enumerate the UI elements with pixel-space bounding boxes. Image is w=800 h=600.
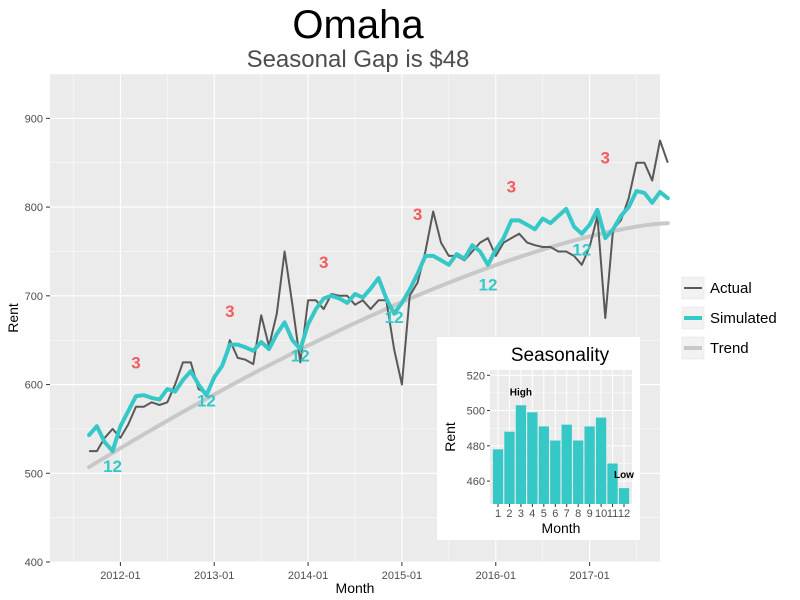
series-line-trend — [87, 221, 670, 470]
trough-label: 12 — [572, 241, 591, 260]
chart-title: Omaha — [292, 3, 424, 47]
peak-label: 3 — [225, 302, 234, 321]
inset-bar — [504, 431, 515, 504]
legend: Actual Simulated Trend — [681, 276, 777, 360]
trough-label: 12 — [197, 392, 216, 411]
inset-y-tick-label: 480 — [467, 441, 485, 453]
chart-subtitle: Seasonal Gap is $48 — [247, 46, 470, 73]
trough-label: 12 — [291, 346, 310, 365]
inset-x-tick-label: 7 — [564, 508, 570, 520]
inset-y-tick-label: 520 — [467, 370, 485, 382]
inset-bar-label: Low — [614, 470, 634, 481]
inset-x-tick-label: 6 — [552, 508, 558, 520]
inset-y-axis-ticks: 460 480 500 520 — [467, 370, 490, 488]
peak-label: 3 — [319, 253, 328, 272]
series-line-actual — [89, 139, 669, 453]
x-axis-label: Month — [336, 580, 375, 596]
x-axis-ticks: 2012-01 2013-01 2014-01 2015-01 2016-01 2017-… — [100, 562, 610, 582]
inset-bar — [607, 463, 618, 504]
inset-x-tick-label: 10 — [595, 508, 607, 520]
legend-label: Trend — [710, 340, 749, 357]
inset-x-tick-label: 9 — [587, 508, 593, 520]
y-tick-label: 900 — [25, 113, 43, 125]
trough-label: 12 — [385, 308, 404, 327]
inset-x-axis-ticks: 1 2 3 4 5 6 7 8 9 10 11 12 — [495, 504, 630, 520]
inset-bar — [584, 426, 595, 504]
inset-bar — [595, 417, 607, 504]
series-lines — [87, 139, 670, 470]
y-tick-label: 400 — [25, 557, 43, 569]
inset-bar-labels: High Low — [510, 387, 634, 481]
inset-bar — [538, 426, 549, 504]
inset-x-tick-label: 8 — [575, 508, 581, 520]
x-tick-label: 2014-01 — [288, 570, 328, 582]
y-axis-label: Rent — [5, 303, 21, 333]
legend-label: Simulated — [710, 310, 777, 327]
legend-label: Actual — [710, 280, 752, 297]
peak-label: 3 — [507, 178, 516, 197]
inset-bars — [492, 405, 630, 504]
inset-bar — [492, 449, 504, 504]
y-tick-label: 500 — [25, 468, 43, 480]
x-tick-label: 2016-01 — [476, 570, 516, 582]
inset-y-tick-label: 460 — [467, 476, 485, 488]
x-tick-label: 2017-01 — [569, 570, 609, 582]
y-tick-label: 700 — [25, 291, 43, 303]
peak-label: 3 — [131, 353, 140, 372]
y-tick-label: 600 — [25, 380, 43, 392]
inset-x-tick-label: 3 — [518, 508, 524, 520]
peak-label: 3 — [601, 148, 610, 167]
trough-label: 12 — [103, 457, 122, 476]
inset-y-tick-label: 500 — [467, 406, 485, 418]
y-tick-label: 800 — [25, 202, 43, 214]
y-axis-ticks: 400 500 600 700 800 900 — [25, 113, 50, 569]
inset-bar — [573, 440, 584, 504]
inset-bar — [561, 424, 572, 504]
inset-x-tick-label: 5 — [541, 508, 547, 520]
inset-x-tick-label: 11 — [607, 508, 618, 520]
inset-y-axis-label: Rent — [442, 422, 458, 452]
seasonal-annotations: 3 3 3 3 3 3 12 12 12 12 12 12 — [103, 148, 610, 476]
trough-label: 12 — [478, 275, 497, 294]
inset-x-tick-label: 12 — [618, 508, 630, 520]
inset-x-tick-label: 4 — [529, 508, 535, 520]
inset-x-tick-label: 2 — [506, 508, 512, 520]
inset-bar — [515, 405, 527, 504]
inset-title: Seasonality — [511, 345, 610, 366]
x-tick-label: 2012-01 — [100, 570, 140, 582]
x-tick-label: 2013-01 — [194, 570, 234, 582]
inset-bar — [550, 440, 561, 504]
inset-bar-label: High — [510, 387, 532, 398]
inset-bar — [527, 412, 538, 504]
series-line-simulated — [87, 189, 670, 454]
inset-bar — [618, 488, 630, 504]
inset-x-tick-label: 1 — [495, 508, 501, 520]
inset-x-axis-label: Month — [542, 520, 581, 536]
x-tick-label: 2015-01 — [382, 570, 422, 582]
peak-label: 3 — [413, 205, 422, 224]
